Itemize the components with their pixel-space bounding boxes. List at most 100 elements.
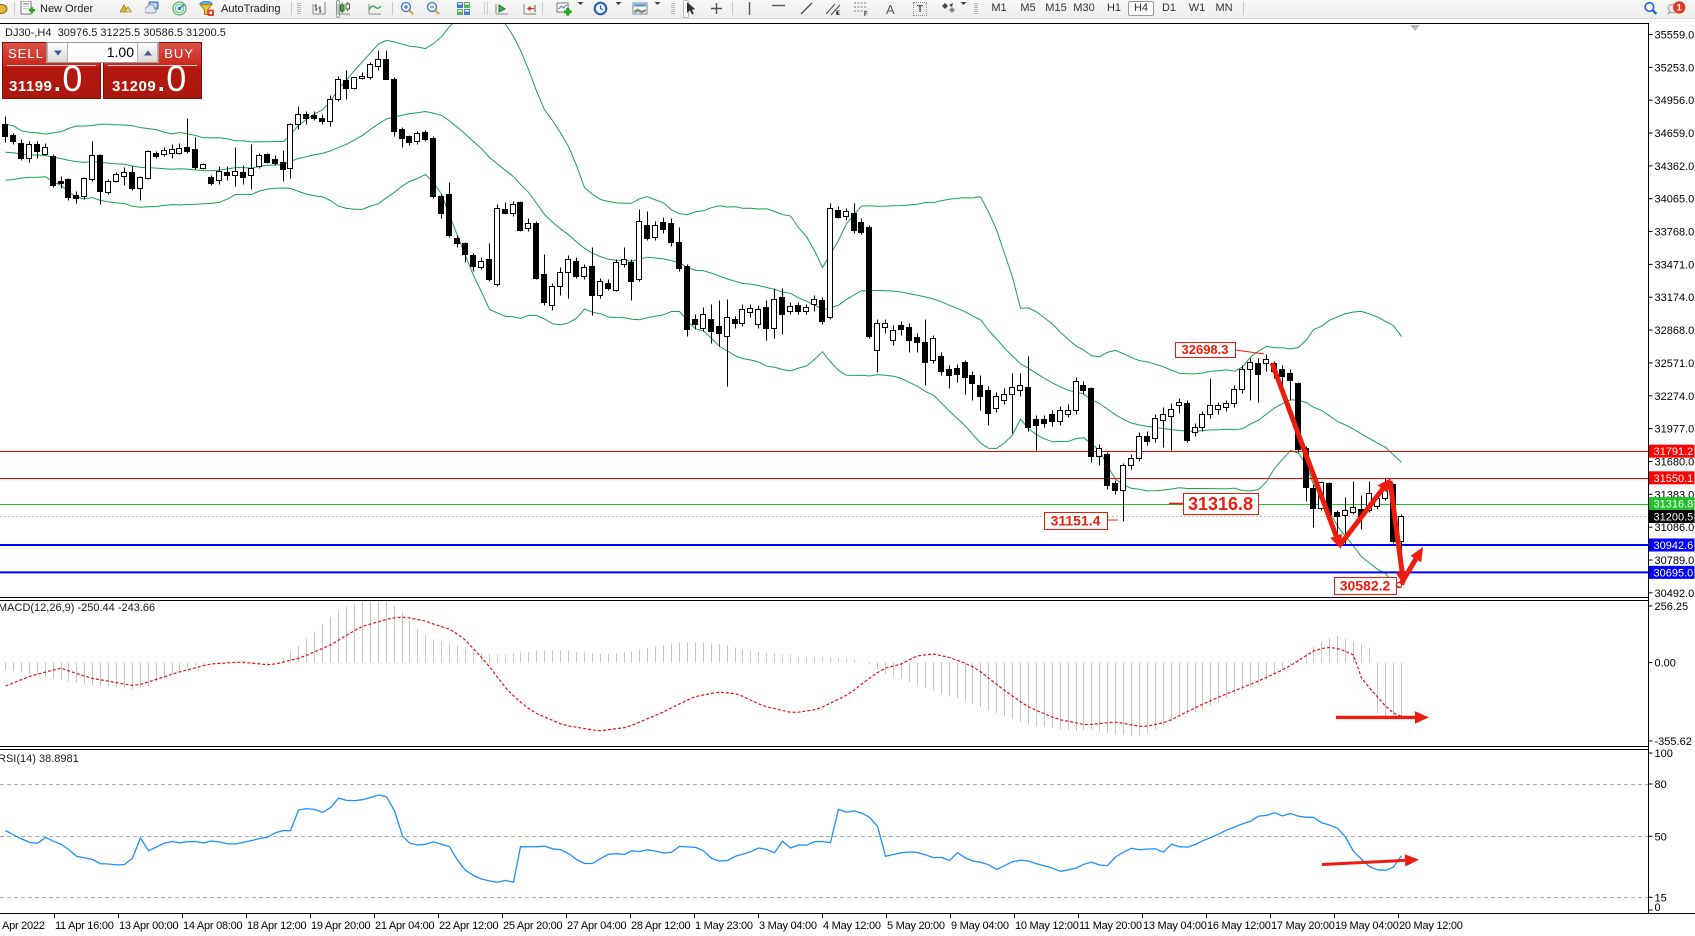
toolbar-separator	[542, 2, 543, 15]
svg-text:31316.8: 31316.8	[1188, 494, 1253, 514]
price-axis-label: 32868.0	[1655, 325, 1695, 337]
price-axis-marker	[1649, 509, 1695, 523]
price-axis-label: 30789.0	[1655, 555, 1695, 567]
price-axis-marker-value: 30695.0	[1654, 567, 1694, 579]
rsi-value: 38.8981	[38, 753, 79, 765]
time-axis-label: 10 May 12:00	[1015, 920, 1079, 932]
timeframe-d1[interactable]: D1	[1161, 2, 1177, 14]
toolbar-separator	[1243, 2, 1244, 15]
svg-text:1: 1	[1677, 3, 1683, 14]
rsi-indicator-label: RSI(14) 38.8981	[0, 753, 79, 765]
volume-increase-button[interactable]	[137, 43, 158, 62]
price-axis-label: 33471.0	[1655, 259, 1695, 271]
timeframe-mn[interactable]: MN	[1215, 2, 1233, 14]
svg-text:50: 50	[1655, 831, 1667, 843]
time-axis-label: 17 May 20:00	[1271, 920, 1335, 932]
time-axis-label: 18 Apr 12:00	[247, 920, 307, 932]
price-axis-label: 35559.0	[1655, 30, 1695, 42]
time-axis-label: 11 Apr 16:00	[55, 920, 114, 932]
price-axis-label: 35253.0	[1655, 62, 1695, 74]
toolbar-grip	[671, 3, 675, 14]
time-axis-label: 4 May 12:00	[823, 920, 881, 932]
price-axis-label: 30492.0	[1655, 588, 1695, 600]
volume-input[interactable]: 1.00	[106, 44, 134, 60]
trend-arrow	[1387, 480, 1405, 573]
timeframe-m5[interactable]: M5	[1020, 2, 1036, 14]
price-axis-marker-value: 31550.1	[1654, 473, 1694, 485]
price-axis-label: 34362.0	[1655, 161, 1695, 173]
chart-window: 35559.0 35253.0 34956.0 34659.0 34362.0 34065…	[0, 19, 1695, 936]
time-axis-label: 1 May 23:00	[695, 920, 753, 932]
price-axis-label: 31977.0	[1655, 424, 1695, 436]
price-axis-label: 32274.0	[1655, 391, 1695, 403]
bid-price: 31199.0	[9, 58, 83, 99]
trend-arrow-head	[1410, 547, 1423, 563]
price-axis-label: 31680.0	[1655, 456, 1695, 468]
macd-layer	[5, 601, 1402, 736]
svg-text:100: 100	[1655, 748, 1673, 760]
timeframe-w1[interactable]: W1	[1188, 2, 1206, 14]
svg-text:31151.4: 31151.4	[1051, 513, 1101, 529]
toolbar-separator	[484, 2, 485, 15]
time-axis-label: 13 May 04:00	[1143, 920, 1207, 932]
chart-ohlc: 30976.5 31225.5 30586.5 31200.5	[57, 27, 226, 39]
timeframe-m15[interactable]: M15	[1045, 2, 1067, 14]
time-axis-label: 5 May 20:00	[887, 920, 945, 932]
toolbar-grip	[974, 3, 978, 14]
trend-arrow	[1398, 557, 1418, 586]
volume-decrease-button[interactable]	[47, 43, 68, 62]
svg-text:30582.2: 30582.2	[1340, 578, 1391, 594]
price-axis-marker	[1649, 444, 1695, 458]
chart-symbol-period: DJ30-,H4	[5, 27, 52, 39]
chart-canvas[interactable]: 35559.0 35253.0 34956.0 34659.0 34362.0 34065…	[0, 19, 1695, 936]
trend-arrow	[1338, 487, 1385, 547]
price-axis-label: 33174.0	[1655, 292, 1695, 304]
time-axis-label: Apr 2022	[2, 920, 45, 932]
time-axis-label: 21 Apr 04:00	[375, 920, 435, 932]
price-axis-marker-value: 31316.8	[1654, 499, 1694, 511]
time-axis-label: 28 Apr 12:00	[631, 920, 691, 932]
candlestick-chart-icon[interactable]	[336, 0, 350, 18]
text-tool[interactable]: A	[886, 1, 895, 17]
sell-label: SELL	[8, 46, 44, 61]
label-tool[interactable]: T	[913, 2, 928, 16]
svg-text:32698.3: 32698.3	[1182, 342, 1229, 357]
timeframe-m1[interactable]: M1	[991, 2, 1007, 14]
time-axis-label: 19 Apr 20:00	[311, 920, 371, 932]
toolbar-separator	[392, 2, 393, 15]
timeframe-h1[interactable]: H1	[1106, 2, 1122, 14]
volume-down-icon	[53, 50, 62, 55]
cursor-tool-icon[interactable]	[683, 0, 696, 18]
time-axis-label: 13 Apr 00:00	[119, 920, 179, 932]
autotrading-button[interactable]: AutoTrading	[221, 3, 281, 15]
time-axis-label: 25 Apr 20:00	[503, 920, 563, 932]
svg-text:F: F	[864, 12, 868, 16]
timeframe-m30[interactable]: M30	[1073, 2, 1095, 14]
rsi-line	[5, 794, 1403, 883]
time-axis-label: 9 May 04:00	[951, 920, 1009, 932]
price-axis-marker	[1649, 497, 1695, 511]
price-axis-label: 33768.0	[1655, 227, 1695, 239]
toolbar-separator	[14, 2, 15, 15]
price-axis-label: 34065.0	[1655, 194, 1695, 206]
svg-text:256.25: 256.25	[1655, 601, 1689, 613]
svg-text:80: 80	[1655, 779, 1667, 791]
trend-arrow-head	[1404, 854, 1419, 867]
annotation-low1	[1044, 512, 1108, 530]
time-axis-label: 19 May 04:00	[1335, 920, 1399, 932]
trend-arrow-head	[1330, 533, 1342, 549]
buy-label: BUY	[164, 46, 194, 61]
price-axis-marker	[1649, 471, 1695, 485]
time-axis-label: 14 Apr 08:00	[183, 920, 243, 932]
one-click-trading-panel: SELL 31199.0 BUY 31209.0 1.00	[2, 42, 211, 99]
price-axis-marker-value: 30942.6	[1654, 540, 1694, 552]
price-axis-marker-value: 31791.2	[1654, 446, 1694, 458]
price-axis-marker	[1649, 565, 1695, 579]
toolbar: New Order AutoTrading E F A T M1 M5 M15 M30 H1 H4 D1…	[0, 0, 1695, 19]
trend-arrow	[1321, 858, 1406, 867]
price-axis-label: 31086.0	[1655, 522, 1695, 534]
new-order-button[interactable]: New Order	[40, 3, 94, 15]
toolbar-grip	[297, 3, 301, 14]
timeframe-h4[interactable]: H4	[1128, 1, 1154, 16]
price-axis-marker-value: 31200.5	[1654, 511, 1694, 523]
